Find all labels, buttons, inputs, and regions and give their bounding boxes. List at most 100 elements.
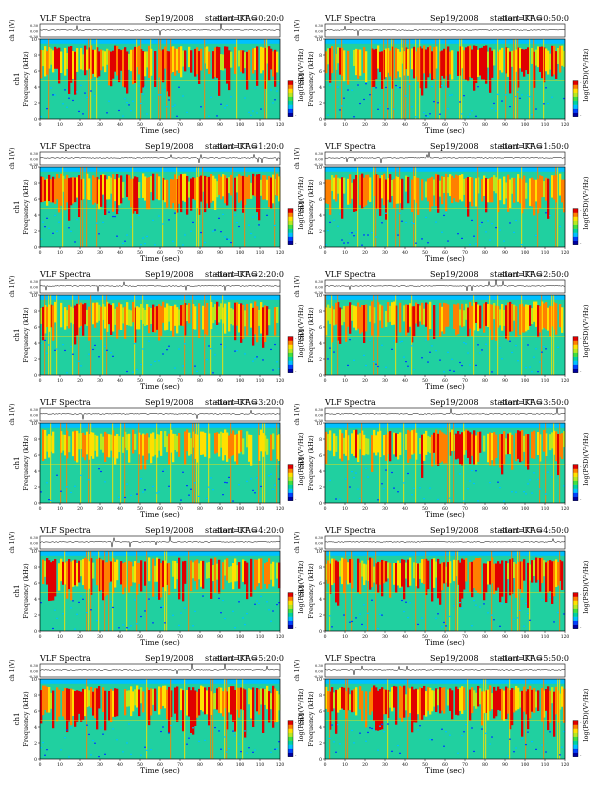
noise-speck (475, 243, 477, 245)
noise-speck (411, 222, 413, 224)
x-tick-label: 90 (502, 762, 508, 768)
noise-speck (463, 500, 465, 502)
x-tick-label: 70 (462, 506, 468, 512)
emission-cell (114, 435, 117, 465)
emission-cell (52, 176, 55, 203)
emission-cell (76, 562, 79, 587)
noise-speck (194, 610, 196, 612)
waveform-frame (324, 279, 566, 294)
sferic-streak (413, 167, 415, 247)
emission-cell (68, 178, 71, 221)
emission-cell (154, 688, 157, 712)
sferic-streak (242, 679, 244, 759)
colorbar-segment (288, 464, 293, 469)
emission-cell (505, 438, 508, 455)
noise-speck (198, 495, 200, 497)
noise-speck (381, 483, 383, 485)
colorbar-segment (573, 100, 578, 105)
emission-cell (537, 557, 540, 580)
emission-cell (351, 304, 354, 321)
sferic-streak (387, 679, 389, 759)
colorbar-segment (288, 608, 293, 613)
emission-cell (258, 558, 261, 584)
noise-speck (491, 614, 493, 616)
panel-title: VLF Spectra (39, 14, 91, 23)
waveform-tick-label: -0.30 (314, 163, 324, 167)
sferic-streak (112, 551, 114, 631)
noise-speck (531, 114, 533, 116)
emission-cell (349, 302, 352, 334)
emission-cell (337, 561, 340, 606)
colorbar-frame (572, 336, 579, 373)
emission-cell (266, 306, 269, 336)
waveform-tick-label: 0.30 (315, 664, 324, 668)
noise-speck (216, 115, 218, 117)
noise-speck (467, 116, 469, 118)
noise-speck (471, 469, 473, 472)
emission-cell (359, 433, 362, 450)
noise-speck (473, 600, 475, 602)
emission-cell (333, 558, 336, 584)
noise-speck (541, 599, 543, 601)
emission-cell (563, 431, 566, 448)
emission-cell (471, 177, 474, 207)
emission-cell (52, 690, 55, 729)
noise-speck (170, 724, 172, 727)
y-tick-label: 8 (319, 181, 322, 187)
noise-speck (126, 742, 128, 744)
emission-cell (395, 686, 398, 725)
emission-cell (517, 430, 520, 459)
emission-cell (188, 303, 191, 324)
y-tick-label: 0 (34, 757, 37, 763)
y-axis-label: Frequency (kHz) (307, 563, 315, 619)
colorbar-tick-label: - (295, 208, 297, 213)
colorbar-frame (572, 720, 579, 757)
emission-cell (278, 562, 281, 589)
noise-speck (260, 595, 262, 597)
noise-speck (144, 746, 146, 748)
waveform-tick-label: 0.30 (30, 152, 39, 156)
noise-speck (413, 487, 415, 489)
colorbar-label: log(PSD)(V²/Hz) (297, 560, 305, 613)
emission-cell (331, 687, 334, 712)
emission-cell (46, 686, 49, 713)
noise-speck (74, 241, 76, 243)
y-tick-label: 4 (34, 213, 37, 219)
noise-speck (545, 348, 547, 350)
emission-cell (477, 558, 480, 593)
emission-cell (391, 302, 394, 326)
emission-cell (551, 687, 554, 704)
y-axis-label: Frequency (kHz) (22, 51, 30, 107)
x-tick-label: 30 (382, 506, 388, 512)
y-axis-label: Frequency (kHz) (22, 563, 30, 619)
noise-speck (563, 97, 565, 100)
emission-cell (401, 178, 404, 210)
emission-cell (539, 557, 542, 592)
sferic-streak (553, 295, 555, 375)
noise-speck (276, 748, 278, 750)
noise-speck (230, 96, 232, 98)
emission-cell (537, 690, 540, 711)
noise-speck (445, 211, 447, 213)
y-tick-label: 4 (319, 469, 322, 475)
panel-station: station=KAG (490, 270, 542, 279)
noise-speck (122, 115, 124, 117)
channel-label: ch1 (298, 585, 306, 598)
noise-speck (543, 346, 545, 348)
colorbar-segment (573, 240, 578, 245)
emission-cell (84, 303, 87, 325)
sferic-streak (88, 423, 90, 503)
noise-speck (341, 239, 343, 241)
noise-speck (176, 115, 178, 117)
emission-cell (481, 47, 484, 80)
emission-cell (266, 438, 269, 455)
emission-cell (341, 309, 344, 326)
noise-speck (248, 224, 250, 226)
y-tick-label: 0 (319, 629, 322, 635)
noise-speck (405, 95, 407, 97)
noise-speck (409, 83, 411, 85)
noise-speck (116, 739, 118, 741)
emission-cell (66, 174, 69, 203)
emission-cell (180, 688, 183, 711)
